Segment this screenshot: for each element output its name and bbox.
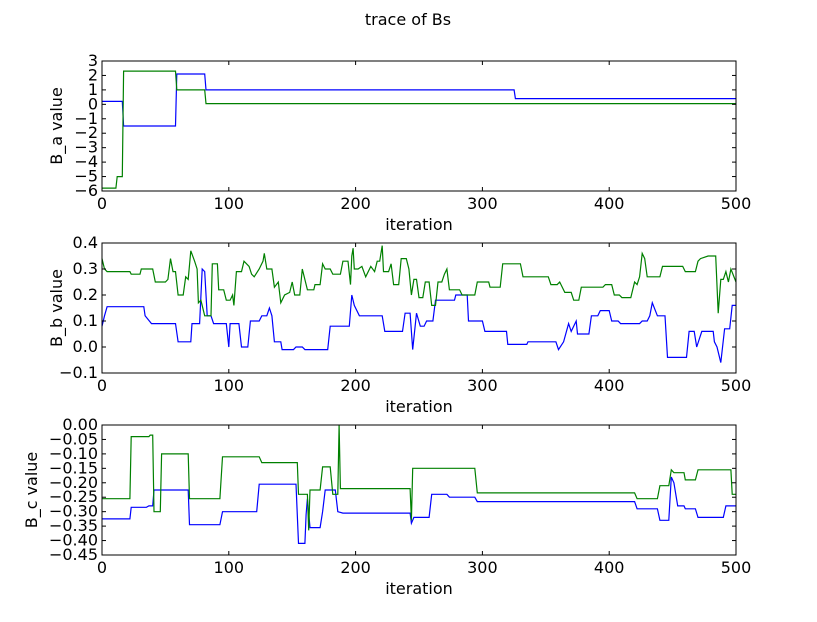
y-axis-label: B_b value [47,269,67,347]
y-tick-label: −0.20 [49,473,98,492]
x-tick-label: 400 [594,194,625,213]
x-tick-label: 0 [97,558,107,577]
x-tick-label: 500 [721,558,752,577]
y-tick-label: −6 [74,181,98,200]
subplot-1: 0 100 200 300 400 500−6−5−4−3−2−10123iteratio… [47,51,751,234]
subplot-2: 0 100 200 300 400 500 −0.1 0.0 0.1 0.2 0.3 0.4 itera… [47,233,751,416]
y-tick-label: −5 [74,167,98,186]
x-tick-label: 300 [467,194,498,213]
x-tick-label: 500 [721,194,752,213]
x-tick-label: 400 [594,558,625,577]
series-line-1 [102,476,736,544]
y-tick-label: −0.40 [49,531,98,550]
y-tick-label: −0.1 [59,363,98,382]
x-tick-label: 200 [340,558,371,577]
axes-frame [101,60,737,192]
y-tick-label: −3 [74,138,98,157]
y-axis-label: B_a value [47,87,67,165]
x-tick-label: 100 [214,376,245,395]
y-tick-label: 0 [88,94,98,113]
y-tick-label: −0.30 [49,502,98,521]
y-tick-label: 0.1 [73,311,98,330]
x-axis-label: iteration [385,397,453,416]
x-tick-label: 200 [340,376,371,395]
y-tick-label: 0.0 [73,337,98,356]
subplot-3: 0 100 200 300 400 500−0.45−0.40−0.35−0.30−0.2… [22,415,751,598]
x-tick-label: 300 [467,558,498,577]
x-tick-label: 0 [97,376,107,395]
y-tick-label: −0.25 [49,487,98,506]
y-tick-label: −0.15 [49,458,98,477]
y-tick-label: −1 [74,109,98,128]
x-tick-label: 300 [467,376,498,395]
series-line-1 [101,267,736,363]
y-tick-label: 0.3 [73,259,98,278]
y-tick-label: −0.05 [49,429,98,448]
x-tick-label: 400 [594,376,625,395]
series-line-1 [102,73,736,127]
y-tick-label: 0.4 [73,233,98,252]
y-tick-label: 3 [88,51,98,70]
figure-title: trace of Bs [365,10,451,29]
y-tick-label: 2 [88,65,98,84]
y-tick-label: 0.00 [62,415,98,434]
x-tick-label: 200 [340,194,371,213]
series-line-2 [102,70,736,189]
axes-frame [101,242,737,374]
x-tick-label: 100 [214,558,245,577]
y-tick-label: 1 [88,80,98,99]
x-tick-label: 0 [97,194,107,213]
x-axis-label: iteration [385,215,453,234]
y-tick-label: −4 [74,152,98,171]
x-tick-label: 500 [721,376,752,395]
y-tick-label: −0.45 [49,545,98,564]
series-line-2 [101,245,737,317]
y-axis-label: B_c value [22,452,42,529]
y-tick-label: −2 [74,123,98,142]
y-tick-label: −0.35 [49,516,98,535]
axes-frame [101,424,737,556]
y-tick-label: 0.2 [73,285,98,304]
series-line-2 [102,424,736,531]
y-tick-label: −0.10 [49,444,98,463]
x-axis-label: iteration [385,579,453,598]
x-tick-label: 100 [214,194,245,213]
